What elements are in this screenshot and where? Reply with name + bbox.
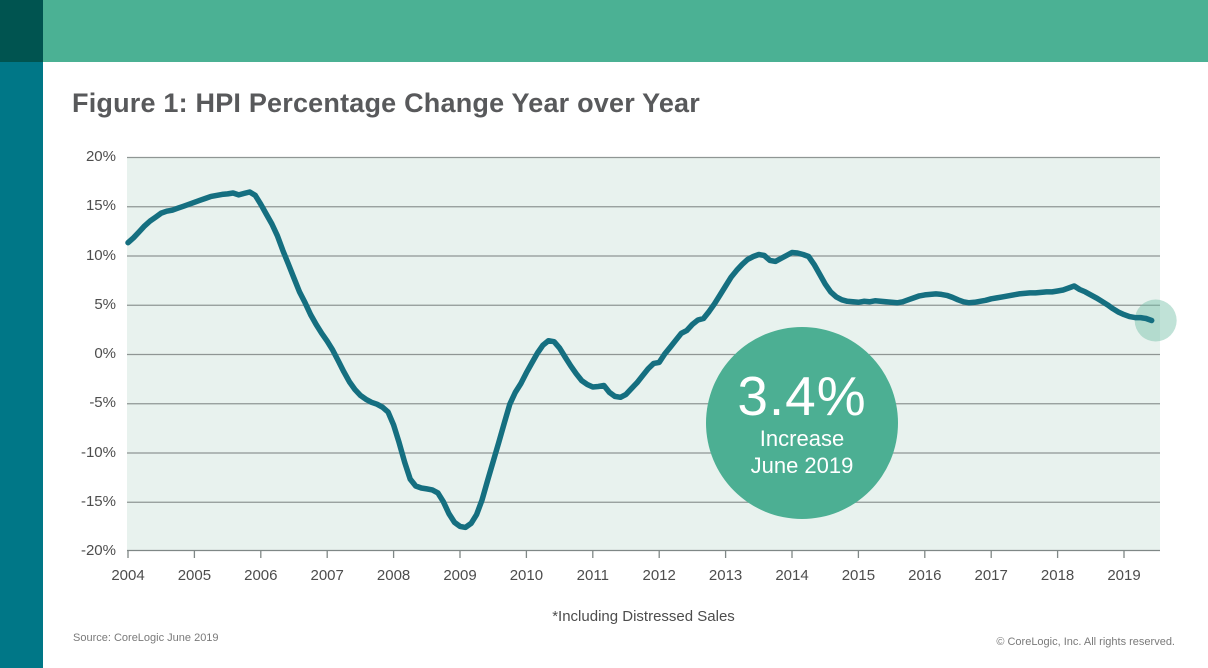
x-axis-label: 2011: [576, 567, 609, 584]
x-axis-label: 2017: [974, 567, 1008, 584]
x-axis-label: 2012: [642, 567, 676, 584]
x-axis-label: 2005: [177, 567, 212, 584]
y-axis-label: 5%: [94, 295, 116, 313]
chart-plot-area: [125, 156, 1177, 558]
top-band: [0, 0, 1208, 62]
y-axis-label: 20%: [85, 148, 116, 165]
page-title: Figure 1: HPI Percentage Change Year ove…: [72, 88, 700, 118]
x-axis-label: 2008: [376, 567, 411, 584]
x-axis-label: 2010: [509, 567, 544, 584]
x-axis-label: 2018: [1040, 567, 1075, 584]
badge-subtitle-increase: Increase: [759, 426, 845, 451]
corner-accent-square: [0, 0, 43, 62]
hpi-line: [125, 189, 1155, 531]
footnote: *Including Distressed Sales: [552, 608, 735, 625]
badge-subtitle-date: June 2019: [750, 453, 854, 478]
line-chart: [125, 156, 1177, 558]
x-axis-label: 2009: [443, 567, 477, 584]
y-axis-label: 10%: [85, 246, 116, 264]
stat-badge: 3.4% Increase June 2019: [706, 327, 898, 519]
left-accent-bar: [0, 62, 43, 668]
y-axis-label: -15%: [80, 492, 116, 510]
y-axis-label: 0%: [94, 345, 116, 362]
y-axis-label: -20%: [80, 542, 116, 559]
x-axis-label: 2004: [111, 567, 145, 584]
copyright-note: © CoreLogic, Inc. All rights reserved.: [996, 636, 1175, 648]
x-axis-label: 2015: [841, 567, 876, 584]
x-axis-label: 2006: [244, 567, 278, 584]
x-axis-label: 2019: [1107, 567, 1141, 584]
y-axis-label: 15%: [85, 197, 116, 215]
endpoint-marker: [1134, 299, 1177, 342]
badge-value: 3.4%: [737, 365, 867, 427]
x-axis: [127, 549, 1160, 558]
x-axis-label: 2007: [310, 567, 344, 584]
x-axis-label: 2013: [708, 567, 743, 584]
y-axis-label: -10%: [80, 443, 116, 461]
x-axis-label: 2014: [775, 567, 809, 584]
y-axis-label: -5%: [89, 394, 116, 412]
source-note: Source: CoreLogic June 2019: [73, 632, 219, 644]
x-axis-label: 2016: [908, 567, 942, 584]
gridlines: [127, 156, 1160, 503]
